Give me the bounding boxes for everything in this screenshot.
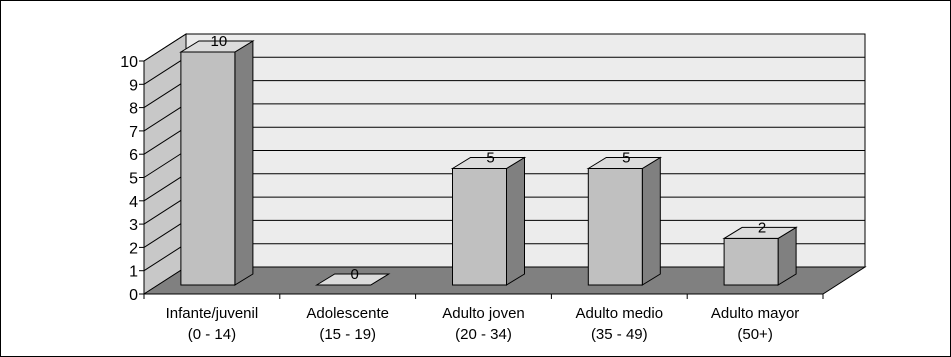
x-tick-label: (0 - 14) xyxy=(188,326,236,343)
gridline-side xyxy=(143,56,187,85)
bar xyxy=(723,237,779,286)
gridline-side xyxy=(143,150,187,178)
bar-side xyxy=(506,156,525,286)
y-tick-label: 7 xyxy=(129,124,138,141)
y-tick-label: 0 xyxy=(129,287,138,304)
y-tick-label: 8 xyxy=(129,101,138,118)
y-tick-label: 6 xyxy=(129,147,138,164)
data-label: 10 xyxy=(211,33,228,50)
x-tick-label: (50+) xyxy=(737,326,772,343)
gridline-side xyxy=(143,126,187,155)
gridline-side xyxy=(143,80,187,109)
x-tick-label: Adulto joven xyxy=(442,305,525,322)
bar xyxy=(587,168,643,286)
y-tick-label: 3 xyxy=(129,217,138,234)
bar-top xyxy=(450,157,527,169)
x-tick-label: Adulto medio xyxy=(576,305,664,322)
bar-side xyxy=(641,156,661,286)
x-tick-label: Adolescente xyxy=(306,305,389,322)
gridline-side xyxy=(143,173,187,202)
x-tick-label: Adulto mayor xyxy=(711,305,799,322)
bar-top xyxy=(314,273,391,286)
gridline-side xyxy=(143,196,187,225)
bar-top xyxy=(722,226,798,239)
data-label: 0 xyxy=(351,266,359,283)
bar-top xyxy=(179,40,255,53)
x-tick-label: (15 - 19) xyxy=(319,326,376,343)
data-label: 2 xyxy=(758,219,766,236)
y-tick-label: 2 xyxy=(129,240,138,257)
x-tick-label: (20 - 34) xyxy=(455,326,512,343)
data-label: 5 xyxy=(622,150,630,167)
gridline-side xyxy=(143,243,187,272)
y-tick-label: 1 xyxy=(129,264,138,281)
y-tick-label: 5 xyxy=(129,171,138,188)
bar-side xyxy=(234,40,254,286)
y-tick-label: 4 xyxy=(129,194,138,211)
gridline-side xyxy=(143,33,187,62)
gridline-side xyxy=(143,103,187,132)
y-tick-label: 9 xyxy=(129,77,138,94)
x-tick-label: (35 - 49) xyxy=(591,326,648,343)
data-label: 5 xyxy=(486,150,494,167)
x-tick-label: Infante/juvenil xyxy=(166,305,259,322)
gridline-side xyxy=(143,219,187,248)
bar xyxy=(180,51,236,286)
bar-top xyxy=(586,157,663,169)
bar xyxy=(452,168,507,286)
y-tick-label: 10 xyxy=(120,54,138,71)
